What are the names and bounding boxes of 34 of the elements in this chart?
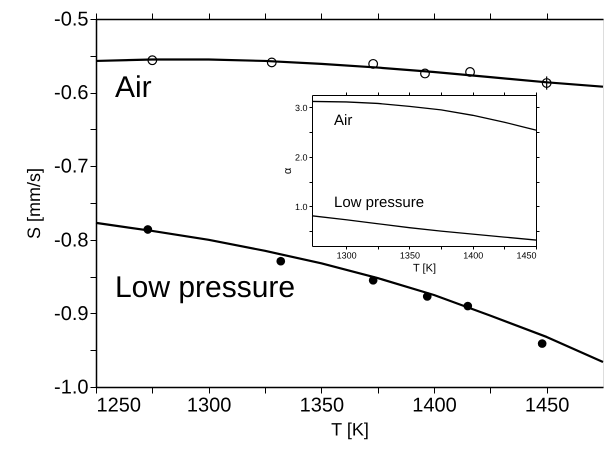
x-tick-label: 1300 <box>336 250 357 260</box>
point <box>147 55 158 66</box>
point <box>465 67 475 77</box>
y-tick-label: 1.0 <box>294 202 308 212</box>
y-tick-label: -0.8 <box>54 229 88 252</box>
y-axis-title: S [mm/s] <box>24 168 44 239</box>
y-tick-label: -0.7 <box>54 156 88 178</box>
x-tick-label: 1350 <box>400 250 420 260</box>
point <box>420 68 430 78</box>
x-tick-label: 1300 <box>186 394 232 416</box>
y-tick-label: -0.9 <box>54 302 88 325</box>
x-tick-label: 1450 <box>524 394 570 416</box>
x-tick-label: 1450 <box>516 250 536 260</box>
x-tick-label: 1400 <box>463 250 484 260</box>
y-tick-label: -0.6 <box>54 82 88 104</box>
y-tick-label: 3.0 <box>294 102 308 113</box>
point <box>542 78 552 88</box>
x-axis-title: T [K] <box>331 420 369 440</box>
y-axis-title: α <box>282 167 294 174</box>
x-tick-label: 1400 <box>412 394 457 416</box>
series-label: Low pressure <box>115 271 296 304</box>
legend-label: Air <box>334 112 352 129</box>
point <box>538 339 546 348</box>
series-label: Air <box>115 71 152 104</box>
y-tick-label: -1.0 <box>54 376 88 398</box>
point <box>368 58 378 69</box>
y-tick-label: -0.5 <box>54 8 88 30</box>
x-tick-label: 1350 <box>300 394 344 416</box>
x-tick-label: 1250 <box>96 394 141 416</box>
point <box>266 58 277 68</box>
x-axis-title: T [K] <box>412 262 436 274</box>
y-tick-label: 2.0 <box>294 152 308 162</box>
point <box>276 256 286 266</box>
series-label: Low pressure <box>334 194 424 211</box>
